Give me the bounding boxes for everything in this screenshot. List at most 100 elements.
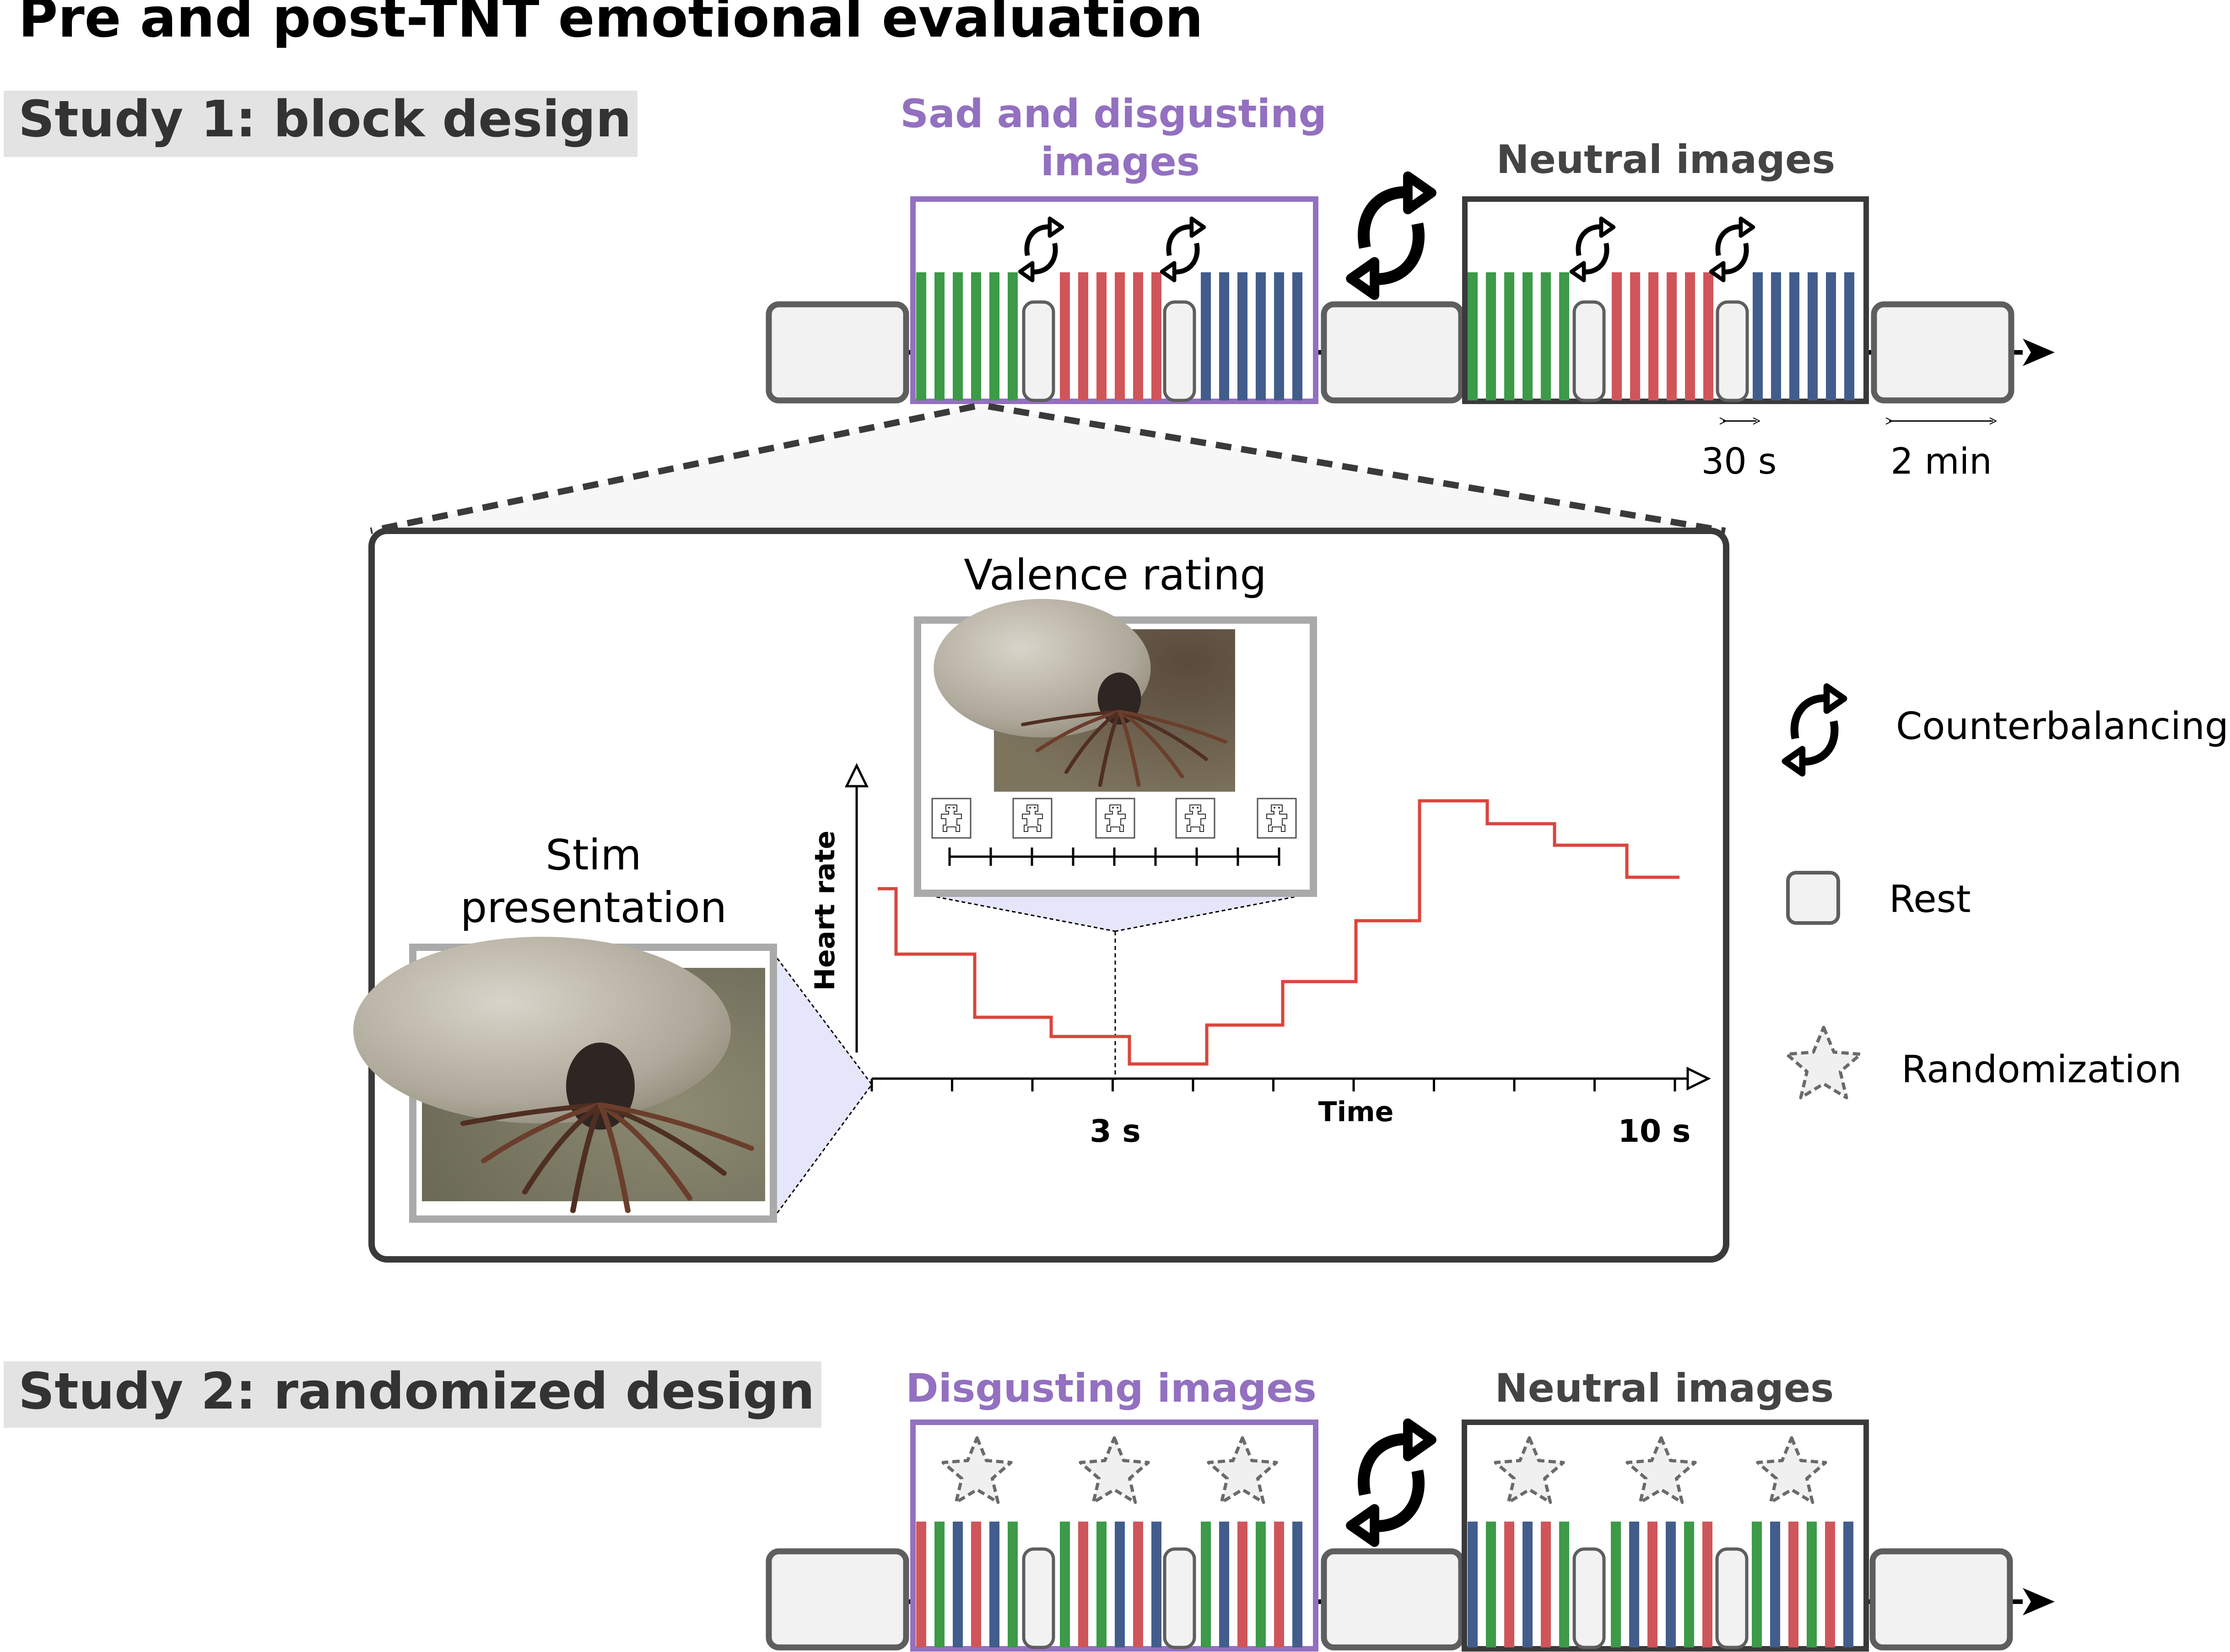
study2-sequence (766, 1418, 2055, 1652)
stimulus-bar-red (1630, 272, 1640, 400)
stimulus-bar-blue (989, 1522, 999, 1647)
stimulus-bar-red (1078, 1522, 1088, 1647)
rating-tick-photo (934, 599, 1235, 792)
stimulus-bar-green (953, 272, 963, 400)
stimulus-bar-blue (1115, 1522, 1125, 1647)
stimulus-bar-blue (1753, 272, 1763, 400)
tick-photo (353, 937, 765, 1213)
star-icon (1785, 1026, 1863, 1100)
stimulus-bar-blue (1151, 1522, 1161, 1647)
stimulus-bar-red (1667, 272, 1677, 400)
short-rest-block (1716, 300, 1749, 402)
study1-neutral-label: Neutral images (1496, 137, 1836, 183)
stimulus-bar-blue (1219, 272, 1229, 400)
stimulus-bar-green (1008, 1522, 1018, 1647)
stim-zoom-line-bottom (772, 1084, 873, 1219)
study2-neutral-label: Neutral images (1495, 1366, 1834, 1411)
stimulus-bar-red (971, 1522, 981, 1647)
short-rest-block (1572, 1547, 1606, 1649)
stimulus-bar-green (1684, 1522, 1694, 1647)
stimulus-bar-red (1825, 1522, 1835, 1647)
sam-rating-scale (931, 798, 1297, 866)
tick-leg (598, 1102, 727, 1176)
tick-head (566, 1042, 635, 1130)
stimulus-bar-red (1133, 272, 1143, 400)
rest-block (766, 1548, 909, 1651)
stim-title-2: presentation (460, 883, 727, 932)
rest-block (1869, 1548, 2013, 1651)
short-rest-block (1022, 1547, 1055, 1649)
tick-leg (481, 1102, 603, 1164)
stimulus-bar-red (1151, 272, 1161, 400)
stimulus-bar-red (1237, 1522, 1247, 1647)
stimulus-bar-blue (1789, 272, 1799, 400)
zoom-line-right (988, 403, 1726, 534)
stimulus-bar-green (934, 272, 945, 400)
rest-block (766, 301, 909, 404)
heart-rate-y-axis (844, 763, 869, 1053)
zoom-line-left (370, 403, 976, 534)
tick-leg (598, 1102, 692, 1201)
stimulus-bar-blue (1468, 1522, 1478, 1647)
tick-label-3s: 3 s (1090, 1113, 1140, 1150)
stimulus-bar-blue (1808, 272, 1818, 400)
tick-leg (1021, 710, 1122, 727)
tick-leg (522, 1102, 603, 1195)
sam-manikin-icon (1012, 798, 1053, 839)
stimulus-bar-red (1504, 1522, 1514, 1647)
stimulus-bar-green (1201, 1522, 1211, 1647)
rest-duration-label: 2 min (1890, 441, 1992, 482)
stimulus-bar-green (1611, 1522, 1621, 1647)
y-axis-label: Heart rate (809, 831, 841, 991)
stimulus-bar-red (1274, 1522, 1284, 1647)
study2-emotional-label: Disgusting images (906, 1366, 1317, 1411)
tick-leg (460, 1102, 603, 1126)
stimulus-bar-green (916, 272, 926, 400)
stimulus-bar-blue (1770, 1522, 1780, 1647)
tick-photo-art (353, 937, 765, 1213)
stimulus-bar-blue (1629, 1522, 1639, 1647)
tick-leg (1064, 710, 1122, 774)
stimulus-bar-green (1523, 272, 1533, 400)
stimulus-bar-red (1647, 1522, 1658, 1647)
stimulus-bar-blue (1843, 1522, 1853, 1647)
tick-body (353, 937, 731, 1123)
stimulus-bar-blue (1256, 272, 1266, 400)
stimulus-bar-blue (1826, 272, 1836, 400)
stimulus-bar-blue (1666, 1522, 1676, 1647)
short-rest-block (1022, 300, 1055, 402)
tick-leg (570, 1102, 603, 1213)
tick-leg (1117, 710, 1228, 744)
stimulus-bar-blue (1201, 272, 1211, 400)
counterbalance-icon (1160, 216, 1206, 282)
stimulus-bar-blue (1292, 1522, 1302, 1647)
figure-title: Pre and post-TNT emotional evaluation (18, 0, 1203, 49)
sam-manikin-icon (931, 798, 972, 839)
sequence-arrowhead (2023, 339, 2055, 366)
rating-zoom-line-right (1115, 892, 1314, 932)
short-rest-block (1715, 1547, 1749, 1649)
stimulus-bar-red (1078, 272, 1088, 400)
tick-body (934, 599, 1151, 738)
rest-block (1321, 1548, 1464, 1651)
stimulus-bar-blue (1523, 1522, 1533, 1647)
block-duration-label: 30 s (1701, 441, 1777, 482)
stimulus-bar-red (1703, 272, 1713, 400)
stimulus-bar-red (1702, 1522, 1712, 1647)
stimulus-bar-green (1468, 272, 1478, 400)
stimulus-bar-red (1096, 272, 1107, 400)
stimulus-bar-blue (1844, 272, 1854, 400)
study1-emotional-label-2: images (1041, 139, 1200, 185)
heart-rate-trace (878, 799, 1679, 1066)
legend-rest-label: Rest (1889, 878, 1971, 921)
valence-rating-title: Valence rating (964, 551, 1267, 599)
sam-manikin-icon (1175, 798, 1215, 839)
tick-leg (1117, 710, 1208, 761)
stimulus-bar-green (1559, 272, 1569, 400)
stimulus-bar-red (1133, 1522, 1143, 1647)
stimulus-bar-red (916, 1522, 926, 1647)
tick-leg (1098, 710, 1122, 787)
stimulus-bar-blue (1292, 272, 1302, 400)
tick-leg (598, 1102, 631, 1213)
